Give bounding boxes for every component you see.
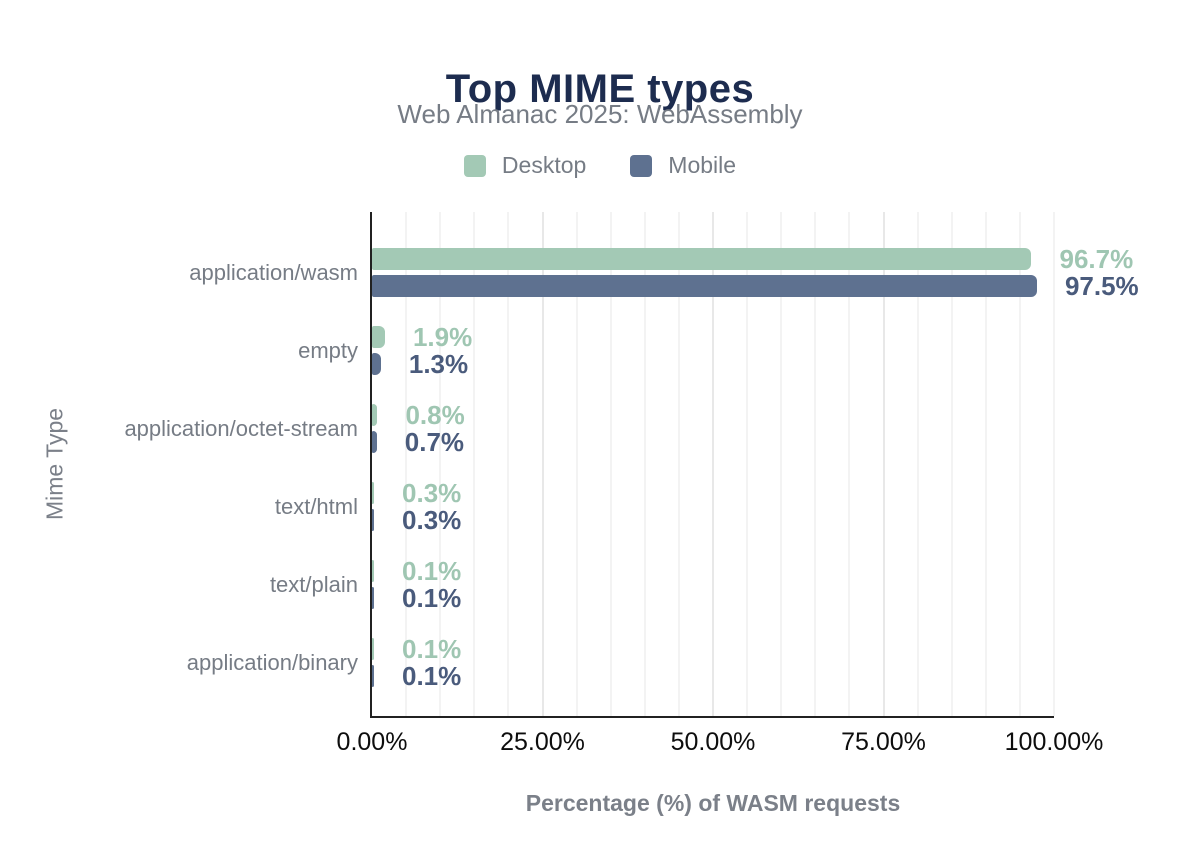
bar-row: application/octet-stream 0.8% 0.7% <box>124 400 1054 457</box>
bar-line: 0.7% <box>372 427 1054 457</box>
bar-desktop[interactable] <box>372 638 374 660</box>
category-label: text/html <box>274 493 358 519</box>
x-tick-label: 0.00% <box>336 728 408 756</box>
mobile-swatch-icon <box>630 154 653 177</box>
legend-item-desktop: Desktop <box>463 152 587 179</box>
bar-line: 0.1% <box>372 583 1054 613</box>
bar-line: 0.8% <box>372 400 1054 430</box>
bar-row: application/binary 0.1% 0.1% <box>187 634 1054 691</box>
legend-label-mobile: Mobile <box>668 152 737 178</box>
x-axis-title: Percentage (%) of WASM requests <box>525 790 901 816</box>
bar-line: 0.1% <box>372 556 1054 586</box>
value-label-desktop: 0.3% <box>402 478 462 508</box>
bar-row: empty 1.9% 1.3% <box>298 322 1054 379</box>
bar-mobile[interactable] <box>372 587 374 609</box>
bar-line: 1.3% <box>372 349 1054 379</box>
value-label-mobile: 0.7% <box>404 427 465 457</box>
value-label-desktop: 96.7% <box>1059 244 1134 274</box>
bar-desktop[interactable] <box>372 248 1032 270</box>
bar-line: 97.5% <box>372 273 1139 299</box>
bar-desktop[interactable] <box>372 326 385 348</box>
value-label-desktop: 0.1% <box>402 634 462 664</box>
bar-line: 0.1% <box>372 634 1054 664</box>
category-label: empty <box>298 337 358 363</box>
bar-desktop[interactable] <box>372 560 374 582</box>
bar-mobile[interactable] <box>372 431 377 453</box>
bar-mobile[interactable] <box>372 509 375 531</box>
value-label-mobile: 1.3% <box>408 349 469 379</box>
legend: Desktop Mobile <box>0 152 1200 179</box>
chart-title: Top MIME types <box>445 66 755 111</box>
category-label: text/plain <box>269 571 358 597</box>
bar-desktop[interactable] <box>372 482 375 504</box>
category-label: application/binary <box>186 649 358 675</box>
bar-line: 1.9% <box>372 322 1054 352</box>
x-tick-label: 25.00% <box>500 728 585 756</box>
bar-row: text/html 0.3% 0.3% <box>275 478 1054 535</box>
bar-row: application/wasm 96.7% 97.5% <box>189 246 1139 299</box>
bar-mobile[interactable] <box>372 353 381 375</box>
bar-rows: application/wasm 96.7% 97.5% empty 1.9% 1.3% a… <box>124 212 1139 716</box>
value-label-desktop: 0.8% <box>405 400 465 430</box>
bar-line: 0.3% <box>372 478 1054 508</box>
category-label: application/octet-stream <box>124 415 358 441</box>
chart-subtitle: Web Almanac 2025: WebAssembly <box>397 99 803 129</box>
legend-label-desktop: Desktop <box>501 152 587 178</box>
value-label-mobile: 97.5% <box>1064 271 1139 301</box>
x-tick-label: 100.00% <box>1004 728 1104 756</box>
bar-line: 0.1% <box>372 661 1054 691</box>
bar-mobile[interactable] <box>372 665 374 687</box>
value-label-desktop: 1.9% <box>412 322 473 352</box>
value-label-desktop: 0.1% <box>402 556 462 586</box>
x-tick-label: 75.00% <box>841 728 926 756</box>
bar-line: 96.7% <box>372 246 1133 272</box>
value-label-mobile: 0.1% <box>402 583 462 613</box>
bar-desktop[interactable] <box>372 404 378 426</box>
bar-mobile[interactable] <box>372 275 1037 297</box>
value-label-mobile: 0.3% <box>402 505 462 535</box>
category-label: application/wasm <box>189 259 358 285</box>
bar-line: 0.3% <box>372 505 1054 535</box>
value-label-mobile: 0.1% <box>402 661 462 691</box>
x-tick-label: 50.00% <box>670 728 756 756</box>
y-axis-title: Mime Type <box>41 407 68 521</box>
legend-item-mobile: Mobile <box>630 152 736 179</box>
desktop-swatch-icon <box>463 154 486 177</box>
plot-area: application/wasm 96.7% 97.5% empty 1.9% 1.3% a… <box>124 212 1139 816</box>
bar-row: text/plain 0.1% 0.1% <box>270 556 1054 613</box>
